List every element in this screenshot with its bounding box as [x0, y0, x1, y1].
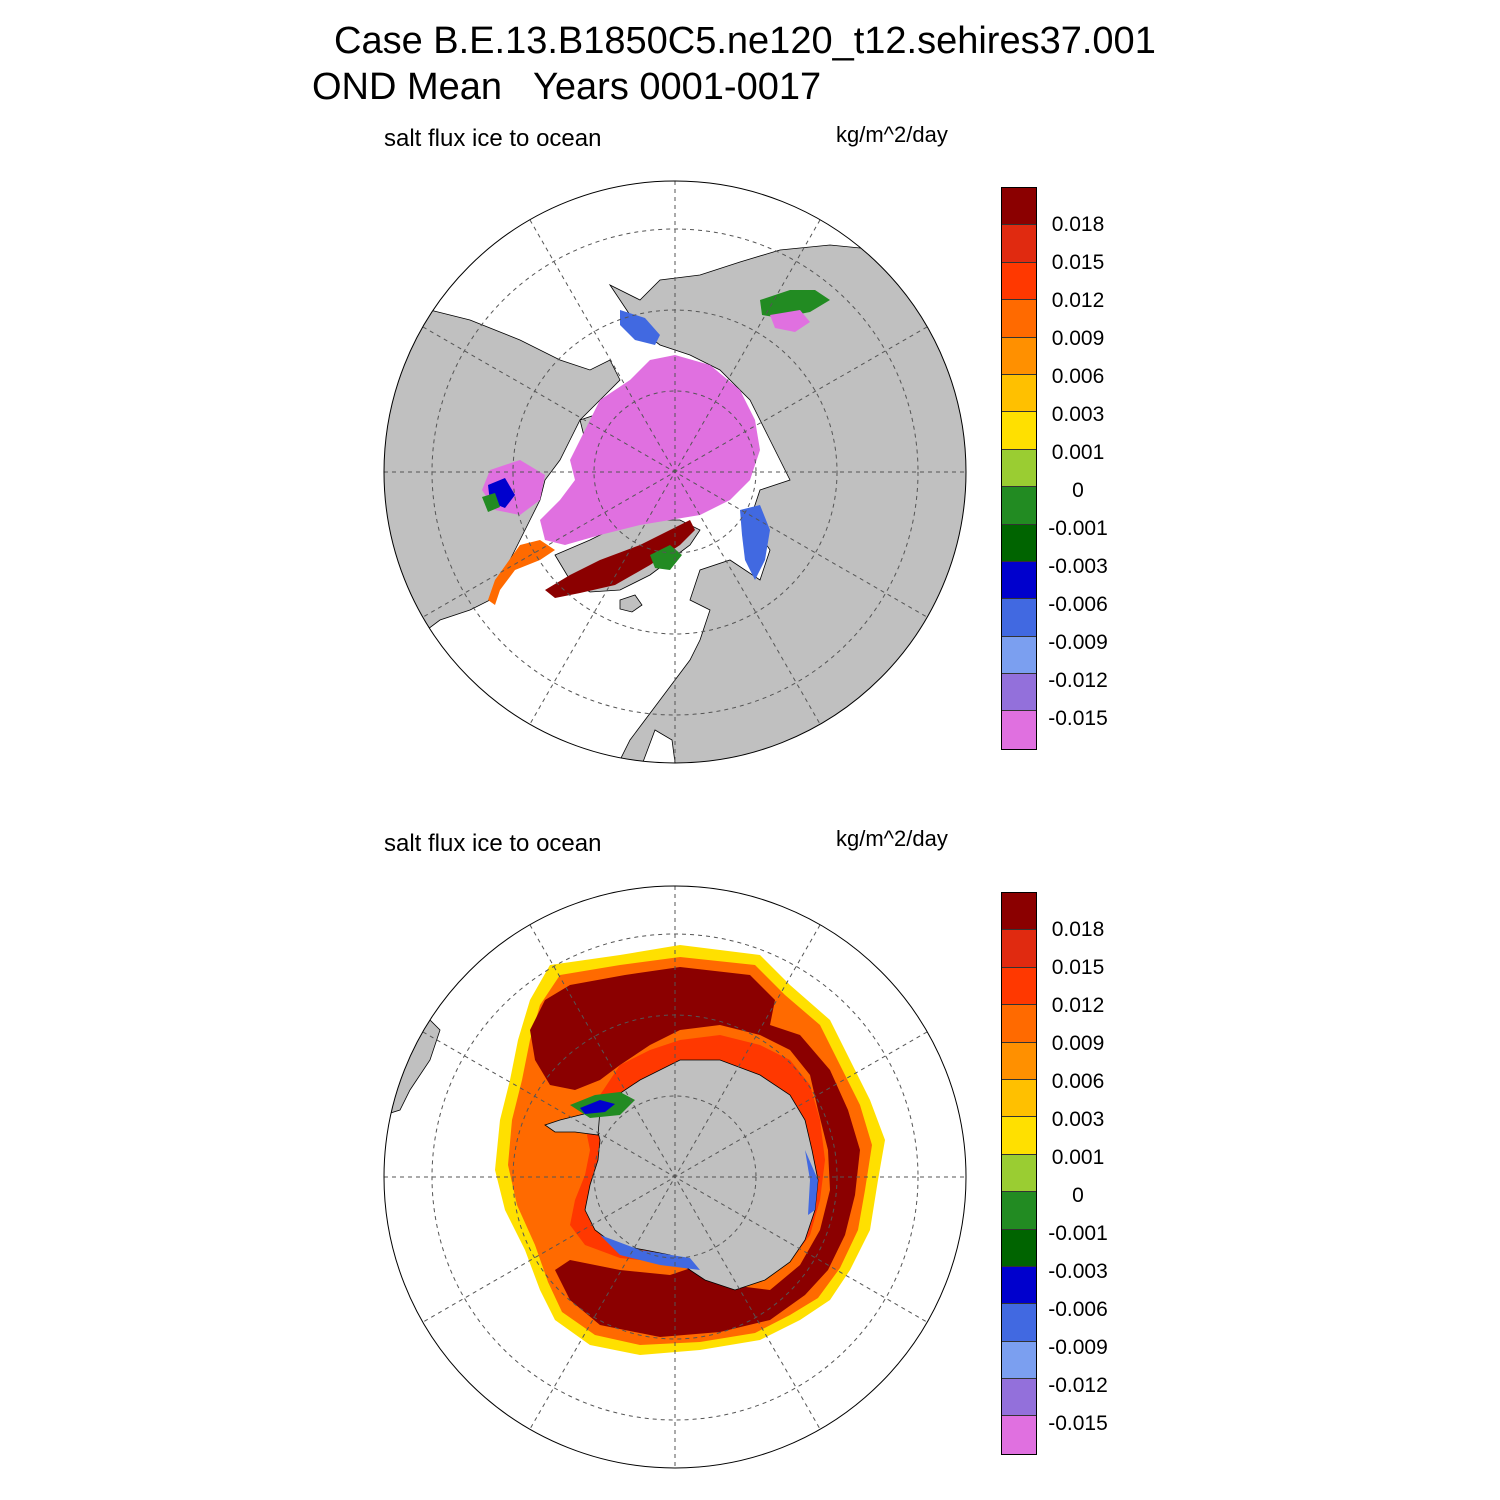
north-cb-label: 0.009 — [1051, 327, 1105, 350]
south-cb-label: 0.001 — [1051, 1146, 1105, 1169]
colorbar-box — [1002, 636, 1036, 675]
south-cb-label: 0.018 — [1051, 918, 1105, 941]
north-subtitle: salt flux ice to ocean — [384, 125, 602, 152]
colorbar-box — [1002, 412, 1036, 450]
south-cb-label: 0.006 — [1051, 1070, 1105, 1093]
colorbar-box — [1002, 374, 1036, 413]
south-colorbar — [1001, 892, 1037, 1455]
colorbar-box — [1002, 1079, 1036, 1118]
colorbar-box — [1002, 674, 1036, 712]
north-cb-label: 0 — [1072, 479, 1084, 502]
north-cb-label: -0.012 — [1048, 669, 1108, 692]
colorbar-box — [1002, 1341, 1036, 1380]
colorbar-box — [1002, 1416, 1036, 1454]
south-cb-label: 0 — [1072, 1184, 1084, 1207]
south-cb-label: -0.001 — [1048, 1222, 1108, 1245]
south-cb-label: -0.009 — [1048, 1336, 1108, 1359]
north-field-labrador-orange — [488, 540, 555, 605]
south-cb-label: 0.009 — [1051, 1032, 1105, 1055]
north-cb-label: -0.015 — [1048, 707, 1108, 730]
colorbar-box — [1002, 893, 1036, 931]
colorbar-box — [1002, 300, 1036, 338]
north-cb-label: 0.006 — [1051, 365, 1105, 388]
north-cb-label: -0.006 — [1048, 593, 1108, 616]
south-land-peninsula — [544, 1109, 601, 1136]
south-field-weddell-blue — [580, 1100, 615, 1114]
south-cb-label: -0.012 — [1048, 1374, 1108, 1397]
south-cb-label: 0.015 — [1051, 956, 1105, 979]
colorbar-box — [1002, 337, 1036, 375]
colorbar-box — [1002, 561, 1036, 600]
south-map-boundary — [383, 885, 967, 1469]
north-colorbar — [1001, 187, 1037, 750]
north-cb-label: 0.003 — [1051, 403, 1105, 426]
colorbar-box — [1002, 930, 1036, 968]
colorbar-box — [1002, 1192, 1036, 1230]
north-cb-label: 0.018 — [1051, 213, 1105, 236]
colorbar-box — [1002, 1379, 1036, 1417]
colorbar-box — [1002, 1005, 1036, 1043]
figure-title-line1: Case B.E.13.B1850C5.ne120_t12.sehires37.… — [334, 20, 1156, 62]
colorbar-box — [1002, 449, 1036, 488]
north-cb-label: -0.003 — [1048, 555, 1108, 578]
colorbar-box — [1002, 188, 1036, 226]
south-polar-map — [383, 885, 967, 1469]
north-field-barents — [740, 505, 770, 580]
colorbar-box — [1002, 1154, 1036, 1193]
north-cb-label: 0.015 — [1051, 251, 1105, 274]
south-cb-label: -0.003 — [1048, 1260, 1108, 1283]
north-polar-map — [383, 180, 967, 764]
south-units: kg/m^2/day — [836, 826, 948, 851]
north-field-okhotsk-pink — [770, 310, 810, 332]
south-cb-label: -0.006 — [1048, 1298, 1108, 1321]
north-field-labrador-pos — [545, 520, 695, 598]
colorbar-box — [1002, 524, 1036, 562]
north-cb-label: -0.009 — [1048, 631, 1108, 654]
colorbar-box — [1002, 967, 1036, 1006]
figure-title-line2: OND Mean Years 0001-0017 — [312, 66, 822, 108]
colorbar-box — [1002, 711, 1036, 749]
south-field-ring-red — [530, 967, 860, 1337]
colorbar-box — [1002, 1229, 1036, 1267]
south-cb-label: -0.015 — [1048, 1412, 1108, 1435]
north-field-pacific-neg — [620, 310, 660, 345]
north-graticule — [384, 181, 966, 763]
colorbar-box — [1002, 1304, 1036, 1342]
south-subtitle: salt flux ice to ocean — [384, 830, 602, 857]
south-cb-label: 0.012 — [1051, 994, 1105, 1017]
colorbar-box — [1002, 225, 1036, 263]
north-land-iceland — [619, 594, 643, 613]
colorbar-box — [1002, 1042, 1036, 1080]
colorbar-box — [1002, 487, 1036, 525]
north-units: kg/m^2/day — [836, 122, 948, 147]
colorbar-box — [1002, 599, 1036, 637]
colorbar-box — [1002, 1117, 1036, 1155]
north-field-hudson-green — [482, 493, 500, 512]
north-field-okhotsk — [760, 290, 830, 318]
colorbar-box — [1002, 1266, 1036, 1305]
north-cb-label: 0.012 — [1051, 289, 1105, 312]
north-field-arctic-basin — [540, 355, 760, 545]
south-cb-label: 0.003 — [1051, 1108, 1105, 1131]
north-cb-label: 0.001 — [1051, 441, 1105, 464]
south-graticule — [384, 886, 966, 1468]
colorbar-box — [1002, 262, 1036, 301]
north-cb-label: -0.001 — [1048, 517, 1108, 540]
north-map-boundary — [383, 180, 967, 764]
